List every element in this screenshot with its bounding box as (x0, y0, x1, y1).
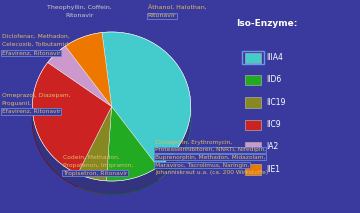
FancyBboxPatch shape (245, 142, 261, 152)
Text: Omeprazol, Diazepam,: Omeprazol, Diazepam, (2, 93, 71, 98)
Text: Diclofenac, Methadon,: Diclofenac, Methadon, (2, 34, 69, 39)
Text: Celecoxib, Tolbutamid,: Celecoxib, Tolbutamid, (2, 42, 70, 47)
FancyBboxPatch shape (245, 97, 261, 108)
FancyBboxPatch shape (245, 120, 261, 130)
Text: Äthanol, Halothan,: Äthanol, Halothan, (148, 5, 206, 10)
Text: Johanniskraut u.a. (ca. 200 Wirkstoffe): Johanniskraut u.a. (ca. 200 Wirkstoffe) (155, 170, 268, 175)
Polygon shape (32, 109, 78, 187)
Text: Ciclosporin, Erythromycin,: Ciclosporin, Erythromycin, (155, 140, 232, 144)
Text: Efavirenz, Ritonavir: Efavirenz, Ritonavir (2, 50, 60, 55)
Ellipse shape (32, 45, 191, 194)
Text: Iso-Enzyme:: Iso-Enzyme: (236, 19, 297, 28)
Text: Proguanil,: Proguanil, (2, 101, 32, 106)
Text: Efavirenz, Ritonavir: Efavirenz, Ritonavir (2, 109, 60, 114)
Text: IIC9: IIC9 (266, 120, 281, 129)
Polygon shape (158, 109, 191, 180)
Text: IID6: IID6 (266, 75, 282, 84)
Polygon shape (48, 46, 112, 106)
Polygon shape (106, 106, 158, 181)
FancyBboxPatch shape (245, 53, 261, 63)
Text: IIC19: IIC19 (266, 98, 286, 107)
Polygon shape (102, 32, 191, 167)
Polygon shape (106, 167, 158, 194)
Text: Codein, Methadon,: Codein, Methadon, (63, 154, 120, 159)
FancyBboxPatch shape (245, 75, 261, 85)
Polygon shape (78, 174, 106, 194)
Polygon shape (32, 62, 112, 174)
Text: Tropisetron, Ritonavir: Tropisetron, Ritonavir (63, 171, 127, 176)
Text: IIIA4: IIIA4 (266, 53, 283, 62)
FancyBboxPatch shape (245, 164, 261, 175)
Polygon shape (65, 33, 112, 106)
Text: Buprenorphin, Methadon, Midazolam,: Buprenorphin, Methadon, Midazolam, (155, 155, 265, 160)
Text: Ritonavir: Ritonavir (65, 13, 93, 18)
Text: Ritonavir: Ritonavir (148, 13, 176, 18)
Polygon shape (78, 106, 112, 181)
Text: Maraviroc, Tacrolimus, Naringin,: Maraviroc, Tacrolimus, Naringin, (155, 163, 249, 167)
Text: IIE1: IIE1 (266, 165, 280, 174)
Text: Propafenon, Imipramin,: Propafenon, Imipramin, (63, 163, 133, 167)
Text: IA2: IA2 (266, 142, 279, 151)
Text: Proteaseinhibitoren, NNRTI, Nifedipin,: Proteaseinhibitoren, NNRTI, Nifedipin, (155, 147, 266, 152)
Text: Theophyllin, Coffein,: Theophyllin, Coffein, (47, 5, 112, 10)
